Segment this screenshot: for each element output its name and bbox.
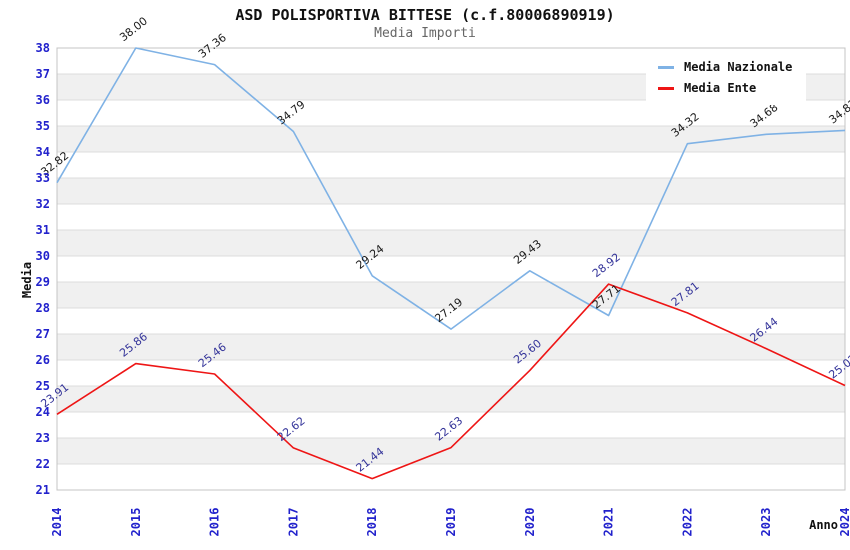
chart-title: ASD POLISPORTIVA BITTESE (c.f.8000689091… — [235, 6, 615, 24]
y-tick-label: 21 — [36, 483, 50, 497]
legend-swatch-media-ente — [658, 86, 674, 90]
x-tick-label: 2014 — [50, 508, 64, 537]
grid-band — [57, 230, 845, 256]
y-tick-label: 38 — [36, 41, 50, 55]
y-tick-label: 33 — [36, 171, 50, 185]
y-tick-label: 36 — [36, 93, 50, 107]
y-tick-label: 31 — [36, 223, 50, 237]
y-tick-label: 25 — [36, 379, 50, 393]
x-tick-label: 2021 — [602, 508, 616, 537]
y-tick-label: 22 — [36, 457, 50, 471]
y-tick-label: 37 — [36, 67, 50, 81]
y-tick-label: 30 — [36, 249, 50, 263]
y-tick-label: 34 — [36, 145, 50, 159]
x-tick-label: 2024 — [838, 508, 850, 537]
grid-band — [57, 412, 845, 438]
x-tick-label: 2015 — [129, 508, 143, 537]
y-tick-label: 23 — [36, 431, 50, 445]
legend-label-media-nazionale: Media Nazionale — [684, 60, 793, 74]
x-tick-label: 2022 — [680, 508, 694, 537]
y-tick-label: 26 — [36, 353, 50, 367]
plot-border — [56, 47, 846, 491]
grid-band — [57, 152, 845, 178]
grid-band — [57, 360, 845, 386]
y-axis-title: Media — [20, 262, 34, 298]
grid-band — [57, 438, 845, 464]
grid-band — [57, 464, 845, 490]
y-tick-label: 29 — [36, 275, 50, 289]
x-tick-label: 2023 — [759, 508, 773, 537]
grid-band — [57, 256, 845, 282]
y-tick-label: 35 — [36, 119, 50, 133]
grid-band — [57, 204, 845, 230]
x-tick-label: 2019 — [444, 508, 458, 537]
point-label: 38.00 — [117, 14, 150, 44]
x-tick-label: 2018 — [365, 508, 379, 537]
legend-item-media-nazionale: Media Nazionale — [658, 60, 792, 74]
legend-label-media-ente: Media Ente — [684, 81, 757, 95]
grid-band — [57, 386, 845, 412]
x-tick-label: 2016 — [208, 508, 222, 537]
y-tick-label: 32 — [36, 197, 50, 211]
grid-band — [57, 126, 845, 152]
grid-band — [57, 334, 845, 360]
y-tick-label: 28 — [36, 301, 50, 315]
chart-subtitle: Media Importi — [374, 26, 476, 41]
series-line-media-ente — [56, 283, 846, 480]
grid-band — [57, 282, 845, 308]
legend: Media Nazionale Media Ente — [646, 52, 807, 105]
x-axis-title: Anno — [809, 518, 838, 532]
y-tick-label: 27 — [36, 327, 50, 341]
legend-swatch-media-nazionale — [658, 65, 674, 69]
series-line-media-nazionale — [56, 47, 846, 330]
x-tick-label: 2020 — [523, 508, 537, 537]
y-tick-label: 24 — [36, 405, 50, 419]
legend-item-media-ente: Media Ente — [658, 81, 792, 95]
grid-band — [57, 178, 845, 204]
x-tick-label: 2017 — [286, 508, 300, 537]
